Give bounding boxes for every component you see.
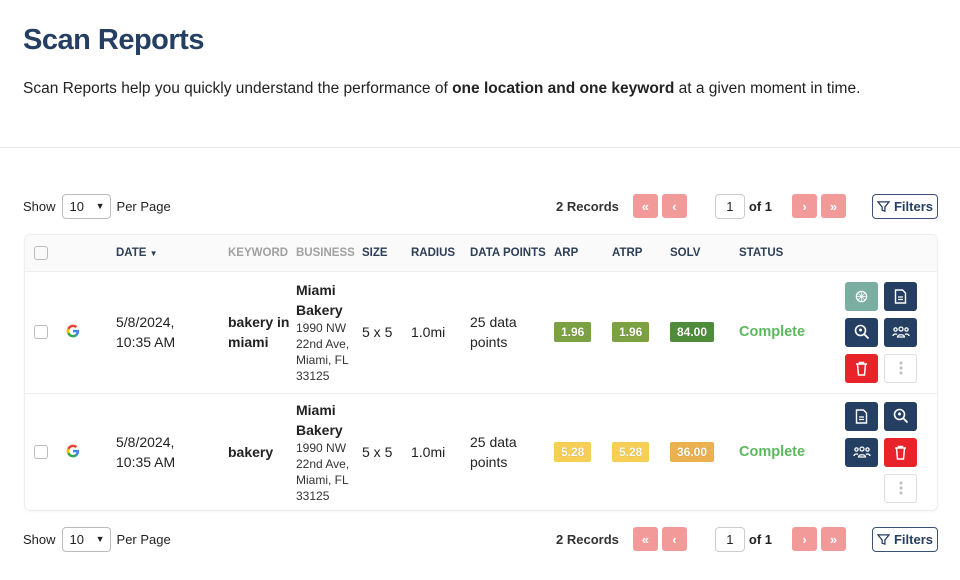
chevron-down-icon: ▼ (95, 534, 105, 544)
records-count: 2 Records (556, 531, 619, 547)
header-data-points[interactable]: DATA POINTS (470, 246, 546, 259)
delete-button[interactable] (884, 437, 917, 467)
last-page-button[interactable]: » (821, 527, 846, 551)
header-business: BUSINESS (296, 246, 355, 259)
competitors-icon (852, 446, 871, 458)
header-date[interactable]: DATE ▼ (116, 246, 158, 259)
last-page-button[interactable]: » (821, 194, 846, 218)
search-location-icon (854, 324, 869, 340)
per-page-label: Per Page (116, 198, 171, 214)
header-status[interactable]: STATUS (739, 246, 784, 259)
more-actions-button[interactable] (884, 353, 917, 383)
grid-size: 5 x 5 (362, 444, 393, 461)
per-page-select[interactable]: 10 ▼ (61, 193, 111, 219)
sort-desc-icon: ▼ (149, 248, 158, 258)
trash-icon (895, 445, 906, 460)
row-checkbox[interactable] (34, 445, 48, 460)
keyword: bakery (228, 444, 274, 461)
row-checkbox[interactable] (34, 325, 48, 339)
page-total: of 1 (748, 198, 772, 214)
business: Miami Bakery 1990 NW 22nd Ave, Miami, FL … (296, 402, 350, 504)
show-label: Show (23, 198, 56, 214)
prev-page-button[interactable]: ‹ (661, 527, 687, 551)
first-page-button[interactable]: « (632, 527, 658, 551)
page-input[interactable]: 1 (714, 193, 745, 219)
first-page-button[interactable]: « (632, 194, 658, 218)
arp-badge: 5.28 (554, 442, 592, 463)
pagination-bar: Show 10 ▼ Per Page 2 Records « ‹ 1 of 1 ›… (23, 525, 938, 553)
header-atrp[interactable]: ATRP (612, 246, 643, 259)
view-report-button[interactable] (845, 401, 878, 431)
scan-date: 5/8/2024, 10:35 AM (116, 434, 176, 471)
competitors-icon (891, 326, 910, 338)
atrp-badge: 1.96 (612, 322, 650, 342)
report-icon (855, 409, 868, 424)
solv-badge: 36.00 (670, 442, 715, 463)
divider (0, 147, 960, 148)
data-points: 25 data points (470, 314, 517, 350)
reports-table: DATE ▼ KEYWORD BUSINESS SIZE RADIUS DATA… (24, 234, 938, 511)
filter-icon (876, 200, 890, 212)
records-count: 2 Records (556, 198, 619, 214)
radius: 1.0mi (411, 324, 446, 340)
atrp-badge: 5.28 (612, 442, 650, 463)
per-page-label: Per Page (116, 531, 171, 547)
search-location-icon (893, 408, 908, 424)
more-actions-button[interactable] (884, 473, 917, 503)
scan-date: 5/8/2024, 10:35 AM (116, 314, 176, 350)
row-actions (844, 401, 917, 503)
filters-button[interactable]: Filters (872, 526, 938, 552)
pagination-bar: Show 10 ▼ Per Page 2 Records « ‹ 1 of 1 ›… (23, 192, 938, 220)
header-solv[interactable]: SOLV (670, 246, 701, 259)
delete-button[interactable] (845, 353, 878, 383)
show-label: Show (23, 531, 56, 547)
filters-button[interactable]: Filters (872, 193, 938, 219)
google-icon (66, 444, 80, 458)
google-icon (66, 324, 80, 337)
grid-size: 5 x 5 (362, 324, 393, 340)
header-keyword: KEYWORD (228, 246, 289, 259)
page-total: of 1 (748, 531, 772, 547)
search-location-button[interactable] (845, 317, 878, 347)
header-size[interactable]: SIZE (362, 246, 388, 259)
search-location-button[interactable] (884, 401, 917, 431)
ai-icon (855, 290, 868, 302)
select-all-checkbox[interactable] (34, 245, 48, 260)
ai-insights-button[interactable] (845, 281, 878, 311)
business: Miami Bakery 1990 NW 22nd Ave, Miami, FL … (296, 282, 350, 383)
competitors-button[interactable] (845, 437, 878, 467)
intro-text: Scan Reports help you quickly understand… (23, 80, 861, 97)
keyword: bakery in miami (228, 314, 290, 350)
more-vertical-icon (899, 361, 902, 375)
table-row: 5/8/2024, 10:35 AM bakery in miami Miami … (25, 271, 937, 393)
row-actions (844, 281, 917, 383)
solv-badge: 84.00 (670, 322, 715, 342)
data-points: 25 data points (470, 434, 517, 471)
header-radius[interactable]: RADIUS (411, 246, 456, 259)
report-icon (894, 288, 907, 304)
prev-page-button[interactable]: ‹ (661, 194, 687, 218)
page-title: Scan Reports (23, 24, 204, 56)
more-vertical-icon (899, 481, 902, 495)
competitors-button[interactable] (884, 317, 917, 347)
header-arp[interactable]: ARP (554, 246, 579, 259)
filter-icon (876, 533, 890, 545)
status: Complete (739, 324, 806, 340)
per-page-select[interactable]: 10 ▼ (61, 526, 111, 552)
status: Complete (739, 444, 806, 461)
chevron-down-icon: ▼ (95, 201, 105, 211)
next-page-button[interactable]: › (792, 194, 817, 218)
table-row: 5/8/2024, 10:35 AM bakery Miami Bakery 199… (25, 393, 937, 510)
arp-badge: 1.96 (554, 322, 592, 342)
radius: 1.0mi (411, 444, 446, 461)
next-page-button[interactable]: › (792, 527, 817, 551)
page-input[interactable]: 1 (714, 526, 745, 552)
view-report-button[interactable] (884, 281, 917, 311)
trash-icon (856, 361, 867, 376)
